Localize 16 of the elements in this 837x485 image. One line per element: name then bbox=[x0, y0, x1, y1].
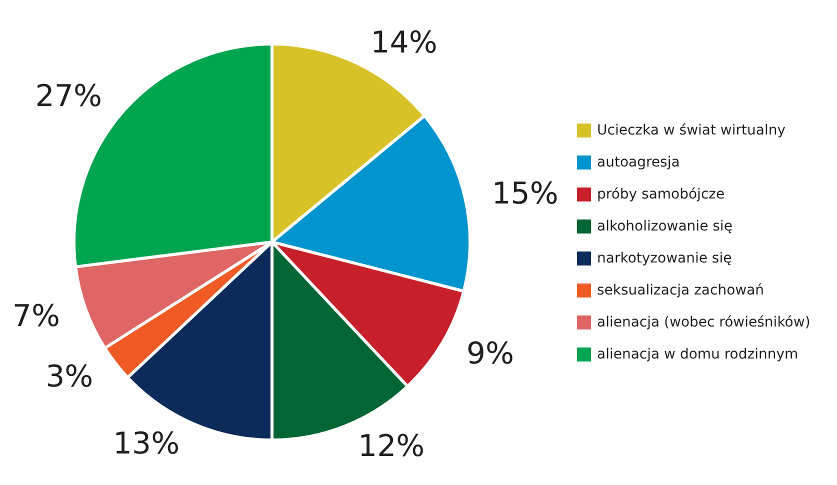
legend-label: narkotyzowanie się bbox=[597, 250, 732, 266]
data-label: 27% bbox=[35, 79, 102, 114]
legend-label: alienacja w domu rodzinnym bbox=[597, 346, 798, 362]
data-label: 13% bbox=[112, 426, 180, 462]
data-label: 3% bbox=[46, 359, 94, 394]
data-label: 15% bbox=[492, 176, 558, 212]
data-label: 14% bbox=[370, 25, 438, 60]
legend-label: alienacja (wobec rówieśników) bbox=[597, 314, 810, 330]
data-label: 9% bbox=[466, 336, 514, 372]
data-label: 12% bbox=[358, 429, 425, 464]
legend-label: seksualizacja zachowań bbox=[597, 282, 764, 298]
legend-label: Ucieczka w świat wirtualny bbox=[597, 122, 786, 138]
legend-label: alkoholizowanie się bbox=[597, 218, 732, 234]
legend-label: próby samobójcze bbox=[597, 186, 725, 202]
legend-label: autoagresja bbox=[597, 154, 680, 170]
data-label: 7% bbox=[12, 299, 60, 334]
